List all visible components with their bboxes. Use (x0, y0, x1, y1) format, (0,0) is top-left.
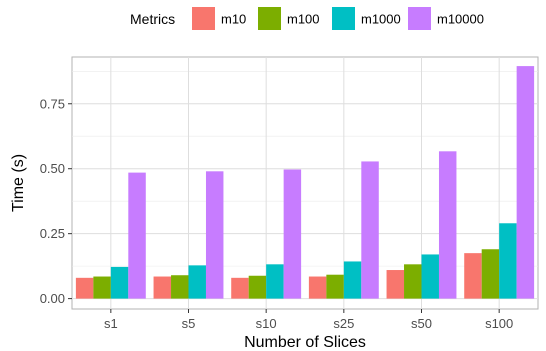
y-tick-label: 0.50 (40, 161, 65, 176)
bar-m10-s100 (464, 253, 482, 299)
bar-m10-s5 (153, 276, 172, 299)
bar-m10-s25 (308, 276, 327, 299)
x-tick-label: s1 (104, 316, 118, 331)
bar-m10000-s5 (205, 171, 224, 299)
bar-m1000-s100 (499, 223, 517, 299)
bar-m1000-s10 (266, 264, 284, 299)
bar-m1000-s1 (110, 266, 129, 299)
bar-m1000-s50 (421, 254, 439, 299)
bar-m100-s25 (326, 274, 344, 299)
x-tick-label: s25 (333, 316, 354, 331)
legend-label-m1000: m1000 (361, 12, 401, 27)
y-tick-label: 0.00 (40, 291, 65, 306)
legend-key-m10000 (408, 7, 431, 30)
bar-m100-s10 (248, 275, 267, 299)
bar-m10000-s100 (516, 66, 535, 299)
bar-m10000-s10 (283, 169, 302, 299)
legend-label-m10000: m10000 (437, 12, 484, 27)
bar-m100-s5 (171, 275, 189, 299)
y-axis-title: Time (s) (10, 154, 27, 212)
x-axis: s1 s5 s10 s25 s50 s100 (104, 309, 513, 331)
x-tick-label: s10 (256, 316, 277, 331)
legend-label-m10: m10 (221, 12, 246, 27)
legend-key-m10 (192, 7, 215, 30)
bar-m100-s1 (93, 276, 111, 299)
legend-title: Metrics (130, 11, 175, 27)
bar-m10000-s50 (438, 151, 457, 299)
x-tick-label: s5 (182, 316, 196, 331)
legend-key-m1000 (332, 7, 355, 30)
bars (75, 66, 535, 299)
x-tick-label: s50 (411, 316, 432, 331)
y-tick-label: 0.75 (40, 96, 65, 111)
y-tick-label: 0.25 (40, 226, 65, 241)
legend: Metrics m10 m100 m1000 m10000 (130, 7, 484, 30)
bar-m10000-s1 (128, 172, 146, 299)
bar-m1000-s5 (188, 265, 206, 299)
plot-panel (71, 56, 539, 310)
bar-m1000-s25 (343, 261, 362, 299)
x-tick-label: s100 (485, 316, 513, 331)
bar-m10-s50 (386, 270, 405, 299)
bar-m100-s50 (404, 264, 422, 299)
y-axis: 0.00 0.25 0.50 0.75 (40, 96, 72, 306)
legend-label-m100: m100 (287, 12, 320, 27)
bar-m100-s100 (481, 249, 500, 299)
bar-m10-s10 (231, 277, 249, 299)
legend-key-m100 (258, 7, 281, 30)
bar-m10-s1 (75, 277, 94, 299)
grid-lines (72, 57, 538, 309)
x-axis-title: Number of Slices (244, 334, 366, 351)
bar-m10000-s25 (361, 161, 379, 299)
